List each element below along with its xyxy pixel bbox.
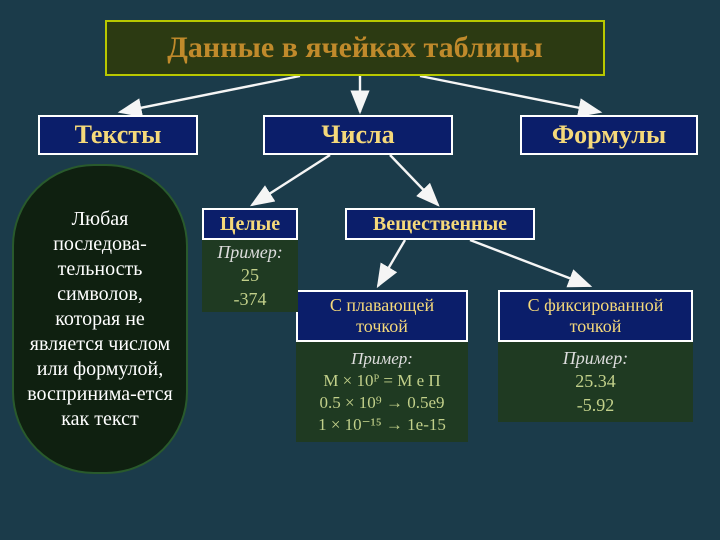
example-header: Пример: [351,348,413,370]
node-formulas-label: Формулы [552,120,666,150]
edge [120,76,300,112]
node-reals-label: Вещественные [373,213,507,236]
node-texts-label: Тексты [75,120,162,150]
node-float: С плавающей точкой [296,290,468,342]
example-line: 1 × 10⁻¹⁵ → 1e-15 [318,414,446,436]
example-line: 25.34 [575,370,616,393]
example-ints: Пример:25-374 [202,240,298,312]
example-line: -374 [234,288,267,311]
texts-description: Любая последова-тельность символов, кото… [12,164,188,474]
example-line: 0.5 × 10⁹ → 0.5e9 [319,392,444,414]
title-text: Данные в ячейках таблицы [167,31,542,65]
edge [420,76,600,112]
title-box: Данные в ячейках таблицы [105,20,605,76]
edge [470,240,590,286]
example-line: М × 10ᴾ = М е П [323,370,440,392]
node-fixed: С фиксированной точкой [498,290,693,342]
edge [378,240,405,286]
example-header: Пример: [563,347,628,370]
texts-description-text: Любая последова-тельность символов, кото… [24,207,176,432]
example-line: 25 [241,264,259,287]
node-ints-label: Целые [220,213,280,236]
example-float: Пример:М × 10ᴾ = М е П0.5 × 10⁹ → 0.5e91… [296,342,468,442]
node-numbers: Числа [263,115,453,155]
node-reals: Вещественные [345,208,535,240]
node-fixed-label: С фиксированной точкой [506,295,685,336]
node-numbers-label: Числа [321,120,394,150]
node-texts: Тексты [38,115,198,155]
edge [390,155,438,205]
node-formulas: Формулы [520,115,698,155]
example-fixed: Пример:25.34-5.92 [498,342,693,422]
example-line: -5.92 [577,394,615,417]
node-float-label: С плавающей точкой [304,295,460,336]
node-ints: Целые [202,208,298,240]
example-header: Пример: [217,241,282,264]
edge [252,155,330,205]
